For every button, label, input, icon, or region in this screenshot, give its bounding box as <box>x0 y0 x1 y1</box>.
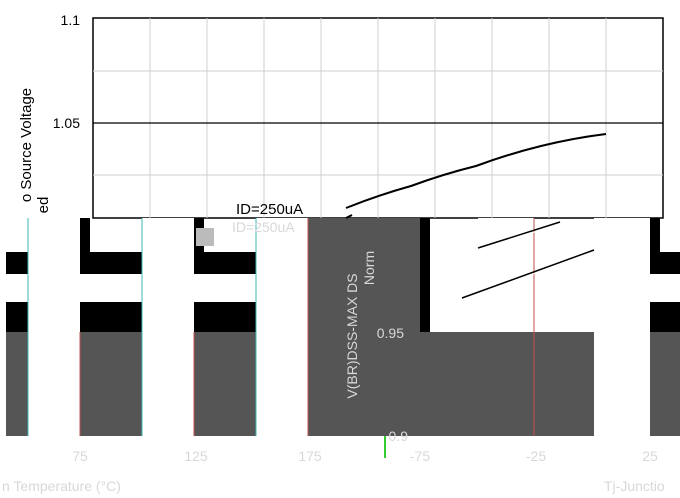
series-line <box>345 133 607 209</box>
glitch-curve-fragment <box>477 223 561 251</box>
y-tick-label-1-05: 1.05 <box>53 115 80 131</box>
annotation-ghost: ID=250uA <box>232 219 295 235</box>
y-tick-label-1-1: 1.1 <box>61 12 81 28</box>
glitch-curve-fragment <box>461 251 595 301</box>
glitch-curve-fragment <box>345 214 353 219</box>
glitch-black-bar <box>80 302 142 332</box>
glitch-dark-panel-mid <box>308 218 420 436</box>
glitch-black-bar <box>80 252 142 274</box>
y-axis-title-line-2: ed <box>35 197 52 214</box>
glitch-curve-fragment <box>477 221 561 249</box>
glitch-white-column <box>142 218 194 436</box>
x-axis-labels: 75 125 175 -75 -25 25 n Temperature (°C)… <box>2 448 665 494</box>
glitch-black-bar <box>650 218 660 252</box>
y-axis-title-glitch: V(BR)DSS-MAX DS <box>344 273 360 398</box>
annotation-id: ID=250uA <box>236 201 303 218</box>
gridlines-horizontal <box>93 70 663 176</box>
glitch-black-bar <box>650 302 680 332</box>
glitch-curve-fragment <box>461 249 595 299</box>
glitch-white-column <box>256 218 308 436</box>
y-tick-label-0-95: 0.95 <box>377 325 404 341</box>
y-tick-label-0-9: 0.9 <box>389 428 409 444</box>
y-axis-title-glitch-short: Norm <box>361 251 377 285</box>
glitch-grey-square <box>196 228 214 246</box>
glitch-black-bar <box>420 218 430 332</box>
glitch-band: 0.95 0.9 V(BR)DSS-MAX DS Norm ID=250uA <box>6 214 680 458</box>
glitch-black-bar <box>6 252 28 274</box>
glitch-black-bar <box>194 252 256 274</box>
x-tick-label-neg25: -25 <box>526 448 546 464</box>
x-tick-label-25: 25 <box>642 448 658 464</box>
glitch-white-column <box>28 218 80 436</box>
x-tick-label-75: 75 <box>72 448 88 464</box>
x-tick-label-neg75: -75 <box>410 448 430 464</box>
series-layer <box>345 133 607 209</box>
top-plot-panel: 1.1 1.05 o Source Voltage ed ID=250uA <box>18 12 664 219</box>
x-tick-label-175: 175 <box>298 448 322 464</box>
x-axis-title-left: n Temperature (°C) <box>2 478 121 494</box>
glitch-black-bar <box>80 218 90 252</box>
x-tick-label-125: 125 <box>184 448 208 464</box>
gridlines-vertical <box>149 18 607 218</box>
glitch-black-bar <box>650 252 680 274</box>
y-axis-title-line-1: o Source Voltage <box>18 88 35 202</box>
x-axis-title-right: Tj-Junctio <box>604 478 665 494</box>
glitch-white-column <box>594 218 650 436</box>
glitch-black-bar <box>194 302 256 332</box>
glitch-black-bar <box>6 302 28 332</box>
